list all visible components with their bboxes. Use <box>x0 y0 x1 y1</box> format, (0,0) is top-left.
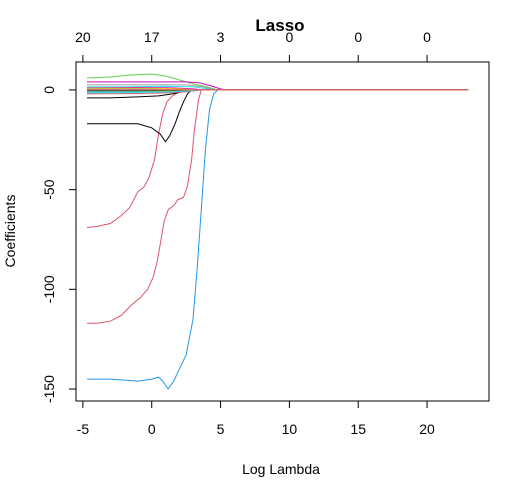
top-tick-label: 17 <box>144 29 160 45</box>
top-tick-label: 3 <box>217 29 225 45</box>
y-tick-label: -150 <box>41 375 57 403</box>
y-tick-label: -100 <box>41 275 57 303</box>
x-tick-label: 5 <box>217 421 225 437</box>
top-tick-label: 0 <box>354 29 362 45</box>
y-axis: -150 -100 -50 0 <box>41 86 76 403</box>
top-tick-label: 20 <box>75 29 91 45</box>
x-tick-label: 10 <box>282 421 298 437</box>
x-tick-label: 20 <box>419 421 435 437</box>
y-tick-label: 0 <box>41 86 57 94</box>
chart-title: Lasso <box>255 16 304 35</box>
x-axis: -5 0 5 10 15 20 <box>77 401 435 437</box>
coefficient-path-1 <box>87 89 469 390</box>
coefficient-path-2 <box>87 89 469 324</box>
x-axis-title: Log Lambda <box>242 461 320 477</box>
x-tick-label: -5 <box>77 421 90 437</box>
x-tick-label: 15 <box>350 421 366 437</box>
top-axis: 20 17 3 0 0 0 <box>75 29 431 62</box>
y-axis-title: Coefficients <box>2 195 18 268</box>
coefficient-path-4 <box>87 89 469 143</box>
series-layer <box>86 73 469 390</box>
coefficient-path-6 <box>86 73 469 91</box>
plot-frame <box>75 61 490 402</box>
top-tick-label: 0 <box>285 29 293 45</box>
x-tick-label: 0 <box>148 421 156 437</box>
coefficient-path-3 <box>86 89 469 228</box>
y-tick-label: -50 <box>41 179 57 199</box>
top-tick-label: 0 <box>423 29 431 45</box>
